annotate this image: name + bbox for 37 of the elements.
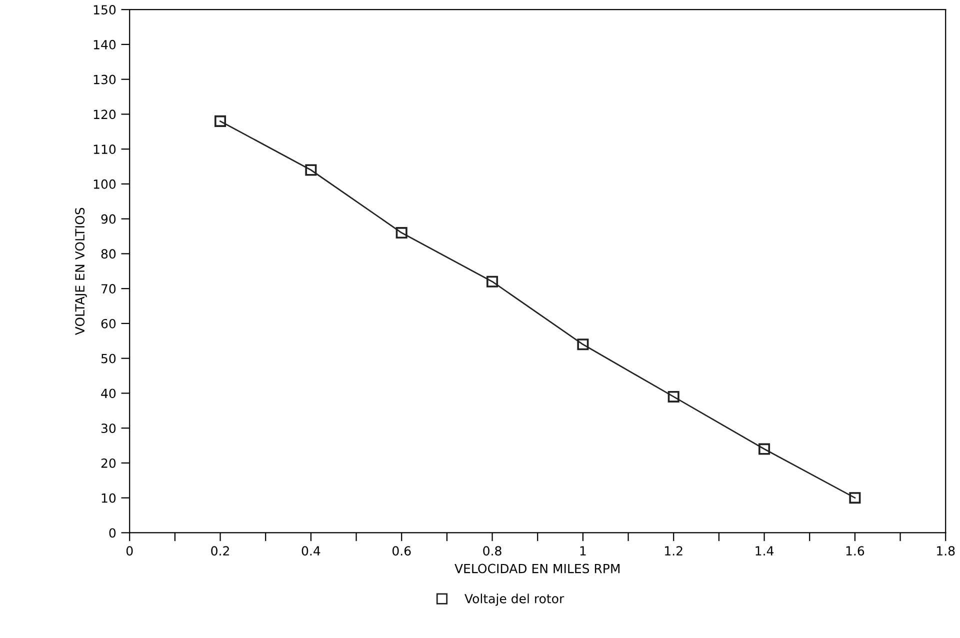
x-tick-label: 0.2	[211, 546, 229, 556]
x-tick-label: 0.4	[302, 546, 320, 556]
y-tick-label: 110	[94, 144, 116, 154]
y-tick-label: 50	[101, 354, 116, 364]
y-tick-label: 20	[101, 458, 116, 468]
y-tick-label: 40	[101, 388, 116, 398]
y-tick-label: 130	[94, 74, 116, 84]
x-axis-title: VELOCIDAD EN MILES RPM	[454, 564, 620, 574]
y-tick-label: 80	[101, 249, 116, 259]
y-tick-label: 120	[94, 110, 116, 120]
x-tick-label: 0.8	[483, 546, 502, 556]
x-tick-label: 0.6	[392, 546, 411, 556]
y-tick-label: 0	[109, 528, 116, 538]
legend-label: Voltaje del rotor	[464, 594, 564, 606]
y-tick-label: 100	[94, 179, 116, 189]
x-tick-label: 1.6	[846, 546, 864, 556]
x-tick-label: 1.2	[665, 546, 682, 556]
point	[849, 492, 861, 504]
point	[758, 443, 770, 455]
point	[577, 338, 589, 350]
point	[305, 164, 317, 176]
x-tick-label: 0	[126, 546, 133, 556]
y-tick-label: 10	[102, 493, 116, 503]
point	[396, 227, 408, 239]
x-tick-label: 1.8	[937, 546, 955, 556]
y-tick-label: 140	[94, 40, 116, 50]
x-tick-label: 1	[580, 546, 586, 556]
point	[486, 276, 498, 288]
point	[214, 115, 226, 127]
y-tick-label: 30	[101, 424, 116, 434]
y-tick-label: 90	[101, 214, 116, 224]
y-tick-label: 150	[94, 5, 116, 14]
y-axis-title: VOLTAJE EN VOLTIOS	[75, 208, 87, 336]
x-tick-label: 1.4	[756, 546, 774, 556]
y-tick-label: 60	[101, 318, 116, 328]
point	[668, 390, 680, 402]
y-tick-label: 70	[102, 284, 116, 294]
